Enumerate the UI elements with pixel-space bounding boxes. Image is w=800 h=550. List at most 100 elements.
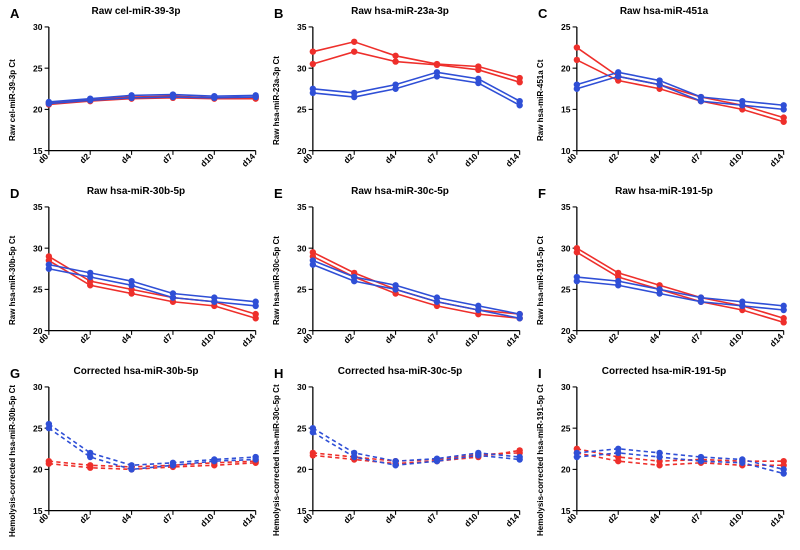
svg-text:d10: d10 — [198, 331, 216, 349]
svg-text:d14: d14 — [503, 151, 521, 169]
svg-text:d2: d2 — [77, 151, 91, 165]
panel-I: ICorrected hsa-miR-191-5pHemolysis-corre… — [536, 366, 792, 542]
svg-text:25: 25 — [561, 423, 571, 433]
y-axis-label: Raw hsa-miR-23a-3p Ct — [272, 19, 283, 182]
chart-svg: 20253035d0d2d4d7d10d14 — [283, 19, 528, 182]
svg-text:d10: d10 — [462, 331, 480, 349]
svg-text:d2: d2 — [341, 151, 355, 165]
plot-wrap: Raw hsa-miR-451a Ct10152025d0d2d4d7d10d1… — [536, 19, 792, 182]
svg-text:15: 15 — [561, 105, 571, 115]
svg-text:25: 25 — [33, 63, 43, 73]
chart-svg: 20253035d0d2d4d7d10d14 — [547, 199, 792, 362]
y-axis-label: Hemolysis-corrected hsa-miR-30b-5p Ct — [8, 379, 19, 542]
chart-svg: 10152025d0d2d4d7d10d14 — [547, 19, 792, 182]
svg-text:d4: d4 — [383, 511, 397, 525]
plot-wrap: Hemolysis-corrected hsa-miR-30c-5p Ct152… — [272, 379, 528, 542]
svg-text:25: 25 — [297, 285, 307, 295]
svg-text:d7: d7 — [424, 151, 438, 165]
svg-text:d14: d14 — [767, 151, 785, 169]
plot-wrap: Raw hsa-miR-23a-3p Ct20253035d0d2d4d7d10… — [272, 19, 528, 182]
y-axis-label: Raw hsa-miR-30c-5p Ct — [272, 199, 283, 362]
svg-text:d7: d7 — [688, 151, 702, 165]
svg-text:d14: d14 — [239, 511, 257, 529]
plot-wrap: Raw cel-miR-39-3p Ct15202530d0d2d4d7d10d… — [8, 19, 264, 182]
svg-text:d7: d7 — [160, 151, 174, 165]
panel-E: ERaw hsa-miR-30c-5pRaw hsa-miR-30c-5p Ct… — [272, 186, 528, 362]
svg-text:25: 25 — [561, 285, 571, 295]
svg-text:20: 20 — [561, 63, 571, 73]
svg-text:30: 30 — [33, 382, 43, 392]
svg-text:d2: d2 — [77, 331, 91, 345]
svg-text:d2: d2 — [605, 511, 619, 525]
y-axis-label: Raw hsa-miR-30b-5p Ct — [8, 199, 19, 362]
panel-title: Raw hsa-miR-451a — [536, 6, 792, 17]
svg-text:d7: d7 — [688, 331, 702, 345]
svg-text:d4: d4 — [119, 151, 133, 165]
svg-text:25: 25 — [33, 285, 43, 295]
svg-text:d4: d4 — [383, 331, 397, 345]
svg-text:35: 35 — [297, 202, 307, 212]
svg-text:d10: d10 — [198, 511, 216, 529]
svg-text:d14: d14 — [767, 331, 785, 349]
svg-text:35: 35 — [33, 202, 43, 212]
panel-title: Raw cel-miR-39-3p — [8, 6, 264, 17]
plot-wrap: Hemolysis-corrected hsa-miR-191-5p Ct152… — [536, 379, 792, 542]
plot-wrap: Raw hsa-miR-30c-5p Ct20253035d0d2d4d7d10… — [272, 199, 528, 362]
svg-text:d10: d10 — [198, 151, 216, 169]
panel-G: GCorrected hsa-miR-30b-5pHemolysis-corre… — [8, 366, 264, 542]
svg-text:20: 20 — [297, 465, 307, 475]
svg-text:d7: d7 — [424, 511, 438, 525]
y-axis-label: Raw hsa-miR-451a Ct — [536, 19, 547, 182]
chart-svg: 15202530d0d2d4d7d10d14 — [283, 379, 528, 542]
svg-text:d4: d4 — [119, 331, 133, 345]
svg-text:20: 20 — [33, 465, 43, 475]
svg-text:25: 25 — [561, 22, 571, 32]
svg-text:d14: d14 — [503, 331, 521, 349]
y-axis-label: Hemolysis-corrected hsa-miR-191-5p Ct — [536, 379, 547, 542]
svg-text:30: 30 — [297, 63, 307, 73]
panel-title: Corrected hsa-miR-191-5p — [536, 366, 792, 377]
svg-text:d4: d4 — [647, 511, 661, 525]
svg-text:d7: d7 — [160, 511, 174, 525]
svg-text:d14: d14 — [239, 151, 257, 169]
svg-text:20: 20 — [33, 105, 43, 115]
panel-title: Corrected hsa-miR-30c-5p — [272, 366, 528, 377]
chart-svg: 15202530d0d2d4d7d10d14 — [19, 19, 264, 182]
plot-wrap: Hemolysis-corrected hsa-miR-30b-5p Ct152… — [8, 379, 264, 542]
panel-title: Raw hsa-miR-23a-3p — [272, 6, 528, 17]
chart-grid: ARaw cel-miR-39-3pRaw cel-miR-39-3p Ct15… — [0, 0, 800, 550]
svg-text:d10: d10 — [726, 511, 744, 529]
svg-text:d2: d2 — [77, 511, 91, 525]
panel-title: Raw hsa-miR-30c-5p — [272, 186, 528, 197]
svg-text:d2: d2 — [341, 511, 355, 525]
svg-text:d4: d4 — [647, 331, 661, 345]
svg-text:d4: d4 — [647, 151, 661, 165]
svg-text:25: 25 — [297, 423, 307, 433]
panel-title: Corrected hsa-miR-30b-5p — [8, 366, 264, 377]
svg-text:35: 35 — [561, 202, 571, 212]
svg-text:d10: d10 — [462, 511, 480, 529]
svg-text:d10: d10 — [726, 331, 744, 349]
svg-text:30: 30 — [33, 22, 43, 32]
svg-text:d7: d7 — [160, 331, 174, 345]
y-axis-label: Raw cel-miR-39-3p Ct — [8, 19, 19, 182]
svg-text:30: 30 — [561, 382, 571, 392]
svg-text:d4: d4 — [383, 151, 397, 165]
svg-text:25: 25 — [297, 105, 307, 115]
svg-text:d7: d7 — [688, 511, 702, 525]
plot-wrap: Raw hsa-miR-191-5p Ct20253035d0d2d4d7d10… — [536, 199, 792, 362]
panel-title: Raw hsa-miR-191-5p — [536, 186, 792, 197]
chart-svg: 15202530d0d2d4d7d10d14 — [547, 379, 792, 542]
svg-text:30: 30 — [33, 243, 43, 253]
svg-text:d2: d2 — [341, 331, 355, 345]
svg-text:30: 30 — [297, 243, 307, 253]
panel-B: BRaw hsa-miR-23a-3pRaw hsa-miR-23a-3p Ct… — [272, 6, 528, 182]
svg-text:30: 30 — [297, 382, 307, 392]
panel-A: ARaw cel-miR-39-3pRaw cel-miR-39-3p Ct15… — [8, 6, 264, 182]
panel-D: DRaw hsa-miR-30b-5pRaw hsa-miR-30b-5p Ct… — [8, 186, 264, 362]
chart-svg: 20253035d0d2d4d7d10d14 — [19, 199, 264, 362]
svg-text:d10: d10 — [462, 151, 480, 169]
panel-H: HCorrected hsa-miR-30c-5pHemolysis-corre… — [272, 366, 528, 542]
svg-text:d14: d14 — [767, 511, 785, 529]
svg-text:d2: d2 — [605, 331, 619, 345]
